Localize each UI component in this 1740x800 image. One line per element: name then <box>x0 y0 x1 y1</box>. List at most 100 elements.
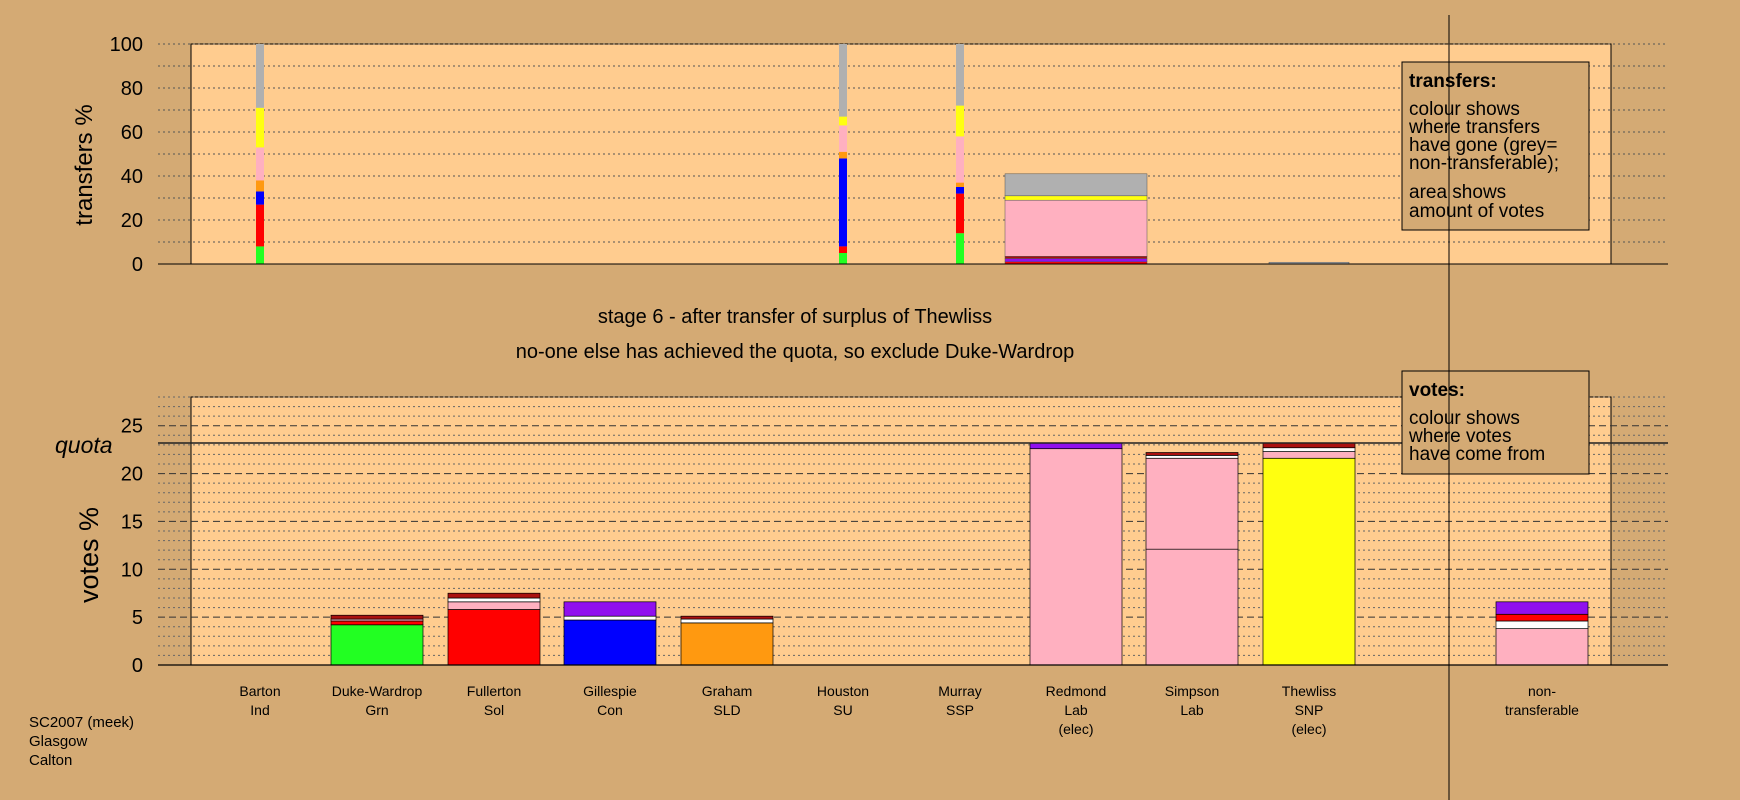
votes-y-label: votes % <box>74 507 104 603</box>
vote-segment <box>1145 548 1239 666</box>
vote-segment <box>447 597 541 603</box>
transfers-y-tick-label: 40 <box>121 166 143 188</box>
transfer-segment <box>256 147 264 181</box>
transfers-legend-line: area shows <box>1409 182 1506 203</box>
footer-ward: Calton <box>29 752 72 769</box>
transfer-segment <box>1004 256 1148 259</box>
candidate-party: Sol <box>484 702 504 718</box>
votes-y-tick-label: 20 <box>121 464 143 486</box>
candidate-party: SLD <box>713 702 740 718</box>
vote-segment <box>1495 613 1589 622</box>
transfers-legend-title: transfers: <box>1409 71 1497 92</box>
votes-y-tick-label: 15 <box>121 511 143 533</box>
vote-segment <box>1145 452 1239 456</box>
vote-segment <box>680 618 774 624</box>
vote-segment <box>447 609 541 666</box>
vote-segment <box>1262 447 1356 452</box>
vote-segment <box>680 622 774 666</box>
transfers-legend-line: have gone (grey= <box>1409 135 1557 156</box>
transfer-segment <box>839 44 847 117</box>
candidate-status: (elec) <box>1291 721 1326 737</box>
transfer-segment <box>956 136 964 183</box>
vote-segment <box>1029 448 1123 666</box>
vote-segment <box>1262 451 1356 459</box>
transfer-segment <box>956 44 964 106</box>
transfers-bars <box>256 44 1350 265</box>
candidate-name: Graham <box>702 683 753 699</box>
transfer-segment <box>839 246 847 253</box>
quota-label: quota <box>55 432 113 458</box>
transfer-segment <box>1004 173 1148 197</box>
transfer-segment <box>256 204 264 247</box>
transfers-y-tick-label: 20 <box>121 210 143 232</box>
transfer-segment <box>256 191 264 205</box>
vote-segment <box>330 620 424 626</box>
vote-segment <box>1495 628 1589 666</box>
candidate-party: Grn <box>365 702 388 718</box>
transfers-y-tick-label: 80 <box>121 78 143 100</box>
transfer-segment <box>956 187 964 194</box>
transfer-segment <box>839 151 847 159</box>
transfer-segment <box>839 116 847 126</box>
candidate-labels: Barton Ind Duke-Wardrop Grn Fullerton Sol Gill… <box>239 683 1579 737</box>
candidate-status: (elec) <box>1058 721 1093 737</box>
vote-segment <box>1495 620 1589 629</box>
transfer-segment <box>256 246 264 264</box>
transfer-segment <box>956 105 964 137</box>
vote-segment <box>330 614 424 620</box>
transfer-segment <box>839 253 847 264</box>
votes-y-tick-label: 0 <box>132 655 143 677</box>
candidate-name: Thewliss <box>1282 683 1336 699</box>
transfers-y-tick-label: 100 <box>110 34 143 56</box>
transfer-segment <box>956 233 964 264</box>
transfer-segment <box>256 180 264 192</box>
stage-subtitle: no-one else has achieved the quota, so e… <box>516 341 1075 363</box>
transfer-segment <box>839 158 847 247</box>
vote-segment <box>1029 442 1123 450</box>
vote-segment <box>447 592 541 599</box>
vote-segment <box>563 619 657 666</box>
votes-y-tick-label: 5 <box>132 607 143 629</box>
transfers-legend-line: amount of votes <box>1409 201 1544 222</box>
footer-system: SC2007 (meek) <box>29 714 134 731</box>
votes-y-tick-label: 10 <box>121 559 143 581</box>
candidate-party: Lab <box>1064 702 1088 718</box>
transfer-segment <box>256 44 264 108</box>
vote-segment <box>1145 457 1239 550</box>
vote-segment <box>1262 457 1356 666</box>
candidate-name: Simpson <box>1165 683 1219 699</box>
transfers-y-tick-label: 60 <box>121 122 143 144</box>
footer-city: Glasgow <box>29 733 88 750</box>
candidate-name: non- <box>1528 683 1556 699</box>
candidate-party: Con <box>597 702 623 718</box>
transfers-legend-line: non-transferable); <box>1409 153 1559 174</box>
candidate-party: transferable <box>1505 702 1579 718</box>
candidate-party: SNP <box>1295 702 1324 718</box>
transfer-segment <box>839 125 847 152</box>
candidate-name: Barton <box>239 683 280 699</box>
transfer-segment <box>256 107 264 148</box>
candidate-name: Fullerton <box>467 683 521 699</box>
transfers-legend-line: colour shows <box>1409 99 1520 120</box>
candidate-name: Duke-Wardrop <box>332 683 423 699</box>
stage-title: stage 6 - after transfer of surplus of T… <box>598 306 992 328</box>
transfers-legend-line: where transfers <box>1408 117 1540 138</box>
vote-segment <box>563 615 657 621</box>
votes-legend-line: have come from <box>1409 444 1545 465</box>
transfer-segment <box>1004 258 1148 263</box>
candidate-party: Ind <box>250 702 269 718</box>
transfer-segment <box>956 193 964 234</box>
candidate-party: SSP <box>946 702 974 718</box>
votes-y-tick-label: 25 <box>121 416 143 438</box>
candidate-name: Houston <box>817 683 869 699</box>
vote-segment <box>563 601 657 617</box>
candidate-party: Lab <box>1180 702 1204 718</box>
votes-legend: votes: colour shows where votes have com… <box>1401 370 1590 475</box>
candidate-name: Redmond <box>1046 683 1107 699</box>
transfer-segment <box>1004 199 1148 257</box>
transfers-y-label: transfers % <box>71 104 98 225</box>
candidate-name: Murray <box>938 683 982 699</box>
candidate-name: Gillespie <box>583 683 637 699</box>
vote-segment <box>680 615 774 620</box>
